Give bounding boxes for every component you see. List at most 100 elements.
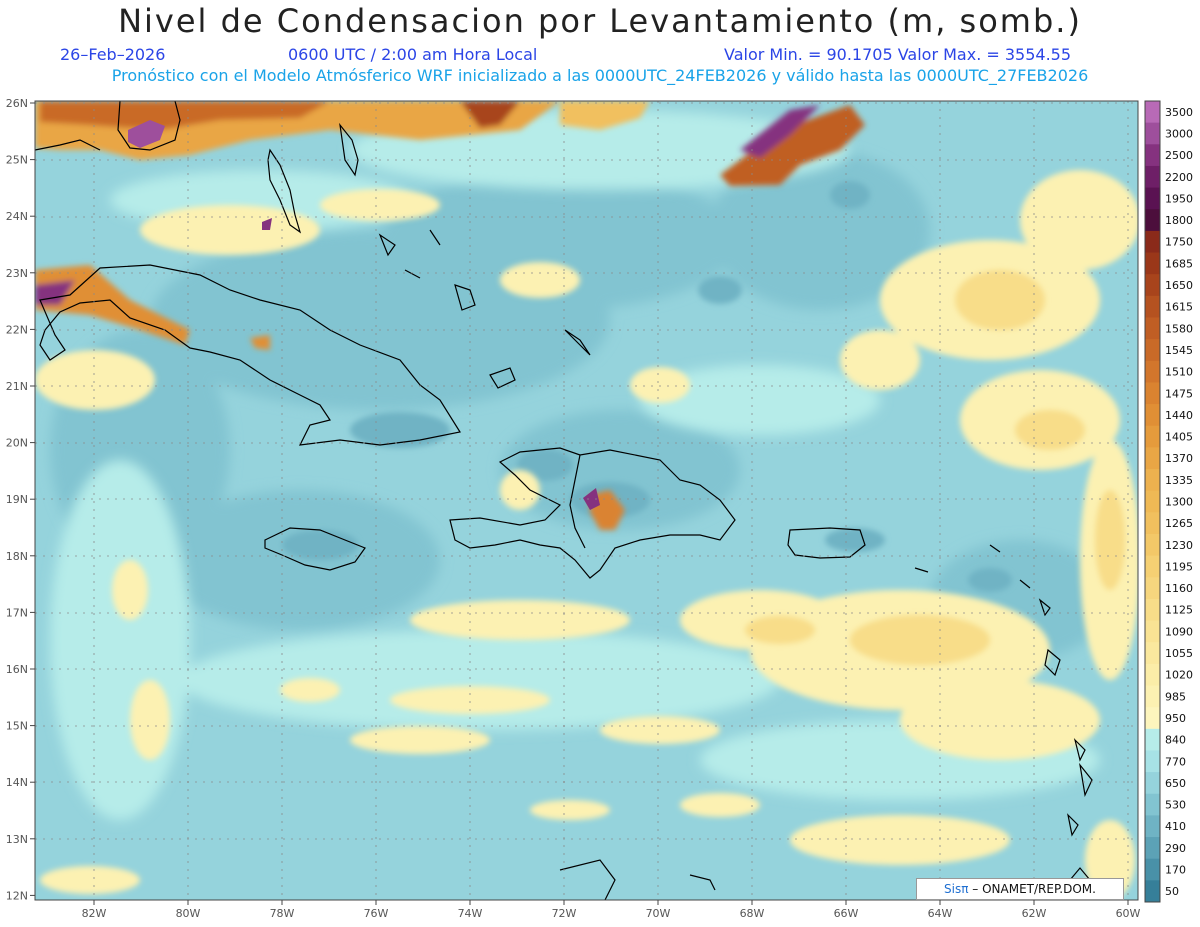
lon-label: 80W bbox=[176, 907, 201, 920]
colorbar-swatch bbox=[1145, 598, 1160, 622]
colorbar-swatch bbox=[1145, 404, 1160, 427]
lat-label: 17N bbox=[6, 606, 28, 619]
colorbar-label: 1230 bbox=[1165, 539, 1193, 552]
colorbar-label: 50 bbox=[1165, 885, 1179, 898]
colorbar-swatch bbox=[1145, 209, 1160, 232]
colorbar-label: 650 bbox=[1165, 777, 1186, 790]
lat-label: 16N bbox=[6, 663, 28, 676]
colorbar-label: 1950 bbox=[1165, 192, 1193, 205]
colorbar-swatch bbox=[1145, 165, 1160, 189]
lat-label: 23N bbox=[6, 267, 28, 280]
colorbar-label: 1650 bbox=[1165, 279, 1193, 292]
colorbar-label: 1685 bbox=[1165, 257, 1193, 270]
colorbar-label: 1335 bbox=[1165, 474, 1193, 487]
colorbar-label: 770 bbox=[1165, 755, 1186, 768]
lat-label: 21N bbox=[6, 380, 28, 393]
colorbar-swatch bbox=[1145, 274, 1160, 297]
colorbar-swatch bbox=[1145, 728, 1160, 751]
lon-label: 78W bbox=[270, 907, 295, 920]
colorbar-swatch bbox=[1145, 469, 1160, 492]
lat-label: 12N bbox=[6, 889, 28, 902]
lon-label: 64W bbox=[928, 907, 953, 920]
colorbar-swatch bbox=[1145, 858, 1160, 881]
colorbar-swatch bbox=[1145, 425, 1160, 448]
colorbar-label: 2200 bbox=[1165, 171, 1193, 184]
colorbar-label: 1160 bbox=[1165, 582, 1193, 595]
colorbar-label: 1615 bbox=[1165, 301, 1193, 314]
colorbar-swatch bbox=[1145, 122, 1160, 145]
colorbar-swatch bbox=[1145, 382, 1160, 405]
colorbar: 3500 3000 2500 2200 1950 1800 1750 1685 1650 1615… bbox=[1144, 100, 1193, 903]
colorbar-label: 1545 bbox=[1165, 344, 1193, 357]
colorbar-swatch bbox=[1145, 815, 1160, 838]
colorbar-label: 1750 bbox=[1165, 236, 1193, 249]
lat-lon-grid bbox=[35, 101, 1138, 900]
lat-label: 18N bbox=[6, 550, 28, 563]
colorbar-swatch bbox=[1145, 101, 1160, 124]
colorbar-label: 1265 bbox=[1165, 517, 1193, 530]
colorbar-swatch bbox=[1145, 577, 1160, 600]
colorbar-label: 1800 bbox=[1165, 214, 1193, 227]
colorbar-label: 1055 bbox=[1165, 647, 1193, 660]
colorbar-label: 170 bbox=[1165, 864, 1186, 877]
latitude-axis: 26N 25N 24N 23N 22N 21N 20N 19N 18N 17N 16N 15N 14N 1… bbox=[6, 97, 35, 902]
colorbar-swatch bbox=[1145, 339, 1160, 362]
lat-label: 20N bbox=[6, 437, 28, 450]
colorbar-swatch bbox=[1145, 360, 1160, 383]
plot-frame bbox=[34, 100, 1139, 901]
lat-label: 19N bbox=[6, 493, 28, 506]
sispi-logo: Sisπ bbox=[944, 882, 969, 896]
colorbar-swatch bbox=[1145, 230, 1160, 254]
lon-label: 70W bbox=[646, 907, 671, 920]
lat-label: 14N bbox=[6, 776, 28, 789]
colorbar-swatch bbox=[1145, 144, 1160, 167]
model-info: Pronóstico con el Modelo Atmósferico WRF… bbox=[111, 66, 1089, 85]
forecast-date: 26–Feb–2026 bbox=[60, 45, 166, 64]
colorbar-swatch bbox=[1145, 620, 1160, 643]
colorbar-swatch bbox=[1145, 707, 1160, 730]
credit-text: – ONAMET/REP.DOM. bbox=[968, 882, 1096, 896]
longitude-axis: 82W 80W 78W 76W 74W 72W 70W 68W 66W 64W 62W 60W bbox=[82, 900, 1141, 920]
lcl-field bbox=[35, 101, 1138, 900]
colorbar-frame bbox=[1144, 100, 1161, 903]
colorbar-label: 1125 bbox=[1165, 604, 1193, 617]
colorbar-label: 950 bbox=[1165, 712, 1186, 725]
colorbar-swatch bbox=[1145, 533, 1160, 557]
forecast-time: 0600 UTC / 2:00 am Hora Local bbox=[288, 45, 538, 64]
credit-box: Sisπ – ONAMET/REP.DOM. bbox=[916, 878, 1124, 900]
colorbar-label: 1300 bbox=[1165, 496, 1193, 509]
coastlines bbox=[34, 100, 1093, 901]
lon-label: 76W bbox=[364, 907, 389, 920]
colorbar-label: 1090 bbox=[1165, 625, 1193, 638]
colorbar-label: 3500 bbox=[1165, 106, 1193, 119]
colorbar-label: 3000 bbox=[1165, 127, 1193, 140]
colorbar-swatch bbox=[1145, 447, 1160, 470]
colorbar-swatch bbox=[1145, 837, 1160, 860]
lat-label: 15N bbox=[6, 720, 28, 733]
lon-label: 68W bbox=[740, 907, 765, 920]
colorbar-label: 290 bbox=[1165, 842, 1186, 855]
colorbar-label: 530 bbox=[1165, 799, 1186, 812]
lat-label: 24N bbox=[6, 210, 28, 223]
lat-label: 22N bbox=[6, 323, 28, 336]
colorbar-swatch bbox=[1145, 685, 1160, 708]
lon-label: 66W bbox=[834, 907, 859, 920]
lon-label: 82W bbox=[82, 907, 107, 920]
colorbar-label: 1370 bbox=[1165, 452, 1193, 465]
colorbar-label: 410 bbox=[1165, 820, 1186, 833]
lon-label: 62W bbox=[1022, 907, 1047, 920]
colorbar-swatch bbox=[1145, 555, 1160, 578]
colorbar-label: 1195 bbox=[1165, 560, 1193, 573]
colorbar-label: 985 bbox=[1165, 690, 1186, 703]
colorbar-swatch bbox=[1145, 642, 1160, 665]
lon-label: 60W bbox=[1116, 907, 1141, 920]
colorbar-label: 1580 bbox=[1165, 322, 1193, 335]
colorbar-swatch bbox=[1145, 880, 1160, 903]
colorbar-swatch bbox=[1145, 793, 1160, 816]
min-max-values: Valor Min. = 90.1705 Valor Max. = 3554.5… bbox=[724, 45, 1072, 64]
colorbar-label: 1020 bbox=[1165, 669, 1193, 682]
colorbar-swatch bbox=[1145, 772, 1160, 795]
lat-label: 26N bbox=[6, 97, 28, 110]
lon-label: 74W bbox=[458, 907, 483, 920]
